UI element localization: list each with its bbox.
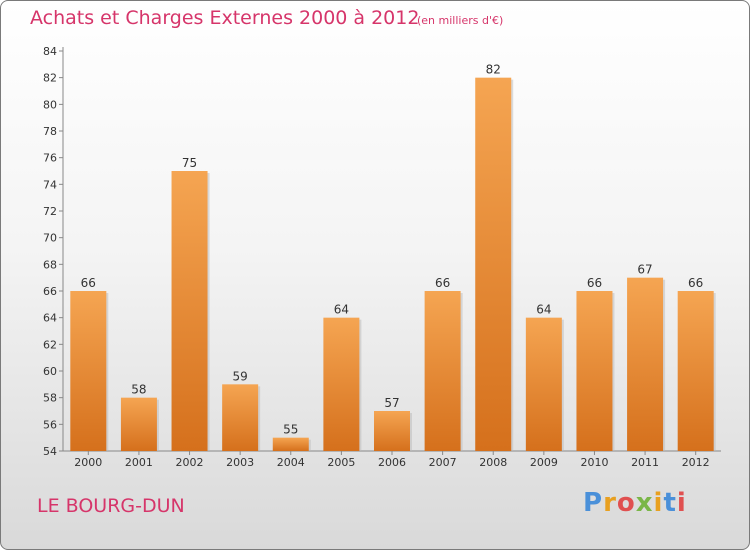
x-tick-label: 2007	[429, 456, 457, 469]
x-tick-label: 2012	[682, 456, 710, 469]
logo-letter: o	[616, 488, 636, 518]
logo-letter: x	[635, 488, 654, 518]
value-label: 82	[486, 63, 501, 77]
value-label: 55	[283, 423, 298, 437]
x-tick-label: 2011	[631, 456, 659, 469]
value-label: 58	[131, 383, 146, 397]
bar-2002	[171, 171, 208, 451]
value-label: 66	[688, 276, 703, 290]
y-tick-label: 68	[43, 258, 57, 271]
x-tick-label: 2001	[125, 456, 153, 469]
y-tick-label: 72	[43, 205, 57, 218]
value-label: 66	[81, 276, 96, 290]
x-tick-label: 2006	[378, 456, 406, 469]
y-tick-label: 62	[43, 338, 57, 351]
y-tick-label: 84	[43, 45, 57, 58]
x-tick-label: 2002	[176, 456, 204, 469]
y-tick-label: 78	[43, 125, 57, 138]
value-label: 66	[587, 276, 602, 290]
x-tick-label: 2010	[580, 456, 608, 469]
y-tick-label: 54	[43, 445, 57, 458]
y-tick-label: 82	[43, 72, 57, 85]
bar-2006	[374, 411, 410, 451]
y-tick-label: 70	[43, 232, 57, 245]
bar-2010	[576, 291, 613, 451]
bar-2008	[475, 77, 512, 452]
logo-letter: P	[583, 488, 604, 518]
y-tick-label: 66	[43, 285, 57, 298]
value-label: 75	[182, 156, 197, 170]
bar-2012	[677, 291, 714, 451]
y-tick-label: 64	[43, 312, 57, 325]
bar-2009	[525, 317, 562, 451]
x-tick-label: 2009	[530, 456, 558, 469]
logo-letter: t	[663, 488, 677, 518]
bar-2000	[70, 291, 107, 451]
y-tick-label: 76	[43, 152, 57, 165]
bar-2001	[120, 397, 157, 451]
x-tick-label: 2003	[226, 456, 254, 469]
bar-2003	[222, 384, 259, 451]
y-tick-label: 60	[43, 365, 57, 378]
logo-letter: i	[676, 488, 687, 518]
value-label: 57	[384, 396, 399, 410]
y-tick-label: 74	[43, 178, 57, 191]
bar-2004	[272, 437, 309, 451]
x-tick-label: 2004	[277, 456, 305, 469]
proxiti-logo[interactable]: Proxiti	[583, 488, 687, 518]
x-tick-label: 2008	[479, 456, 507, 469]
bar-2011	[627, 277, 664, 451]
chart-subtitle: (en milliers d'€)	[417, 14, 504, 27]
logo-letter: r	[603, 488, 617, 518]
bar-2005	[323, 317, 360, 451]
x-tick-label: 2005	[327, 456, 355, 469]
value-label: 64	[334, 303, 349, 317]
bar-2007	[424, 291, 461, 451]
value-label: 66	[435, 276, 450, 290]
y-tick-label: 56	[43, 418, 57, 431]
y-tick-label: 80	[43, 98, 57, 111]
value-label: 67	[637, 263, 652, 277]
logo-letter: i	[653, 488, 664, 518]
chart-title: Achats et Charges Externes 2000 à 2012	[30, 7, 420, 29]
value-label: 59	[233, 369, 248, 383]
value-label: 64	[536, 303, 551, 317]
commune-name: LE BOURG-DUN	[37, 495, 185, 517]
y-tick-label: 58	[43, 392, 57, 405]
x-tick-label: 2000	[74, 456, 102, 469]
